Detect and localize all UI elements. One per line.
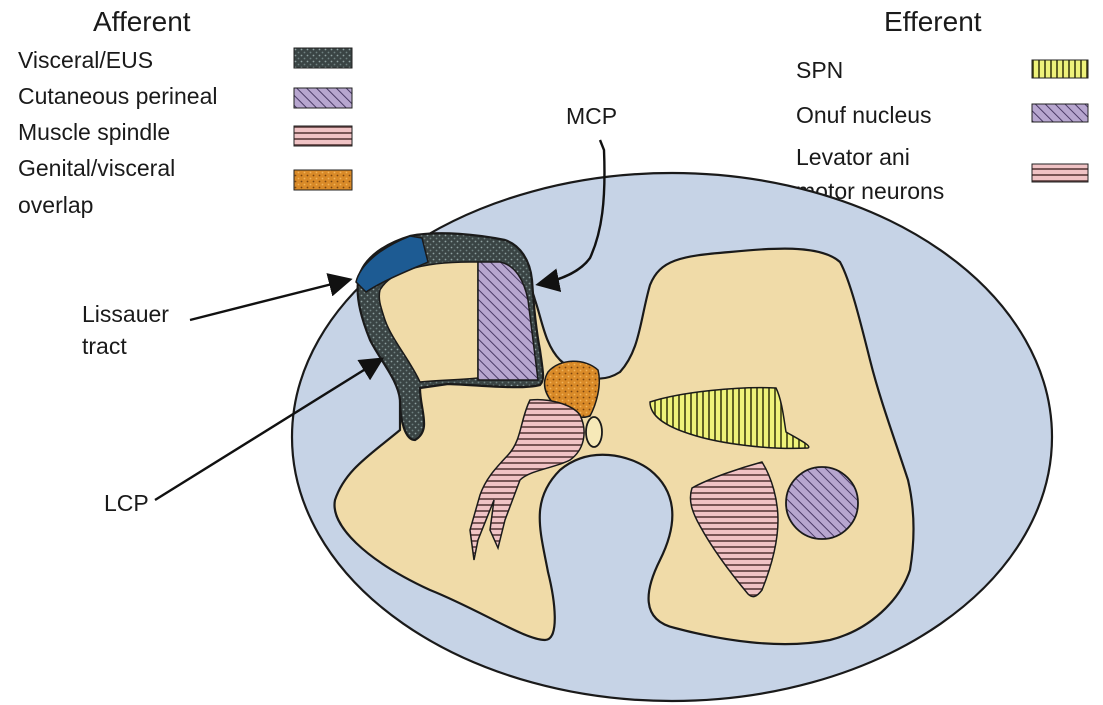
lissauer-tract-region bbox=[355, 235, 429, 293]
mcp-label: MCP bbox=[566, 103, 617, 129]
legend-onuf-nucleus-label: Onuf nucleus bbox=[796, 102, 932, 128]
legend-genital-visceral-label-line2: overlap bbox=[18, 192, 93, 218]
legend-onuf-nucleus-swatch bbox=[1031, 103, 1089, 123]
lissauer-label-line2: tract bbox=[82, 333, 127, 359]
legend-genital-visceral-swatch bbox=[293, 169, 353, 191]
lissauer-label-line1: Lissauer bbox=[82, 301, 169, 327]
lcp-label: LCP bbox=[104, 490, 149, 516]
legend-muscle-spindle-swatch bbox=[293, 125, 353, 147]
mcp-arrow bbox=[535, 139, 606, 292]
afferent-title: Afferent bbox=[93, 6, 191, 37]
cutaneous-perineal-region bbox=[477, 261, 539, 381]
legend-levator-ani-label-line1: Levator ani bbox=[796, 144, 910, 170]
central-canal bbox=[585, 416, 603, 448]
lcp-arrow bbox=[154, 357, 385, 502]
legend-levator-ani-swatch bbox=[1031, 163, 1089, 183]
legend-genital-visceral-label-line1: Genital/visceral bbox=[18, 155, 175, 181]
legend-muscle-spindle-label: Muscle spindle bbox=[18, 119, 170, 145]
legend-cutaneous-perineal-label: Cutaneous perineal bbox=[18, 83, 217, 109]
levator-ani-region bbox=[689, 461, 779, 598]
legend-visceral-eus-swatch bbox=[293, 47, 353, 69]
muscle-spindle-region bbox=[469, 398, 585, 561]
efferent-title: Efferent bbox=[884, 6, 982, 37]
legend-spn-label: SPN bbox=[796, 57, 843, 83]
lissauer-arrow bbox=[189, 273, 353, 322]
legend-cutaneous-perineal-swatch bbox=[293, 87, 353, 109]
legend-visceral-eus-label: Visceral/EUS bbox=[18, 47, 153, 73]
onuf-nucleus-region bbox=[785, 466, 859, 540]
legend-spn-swatch bbox=[1031, 59, 1089, 79]
dorsal-horn-inner bbox=[378, 261, 479, 383]
spn-region bbox=[649, 386, 810, 450]
